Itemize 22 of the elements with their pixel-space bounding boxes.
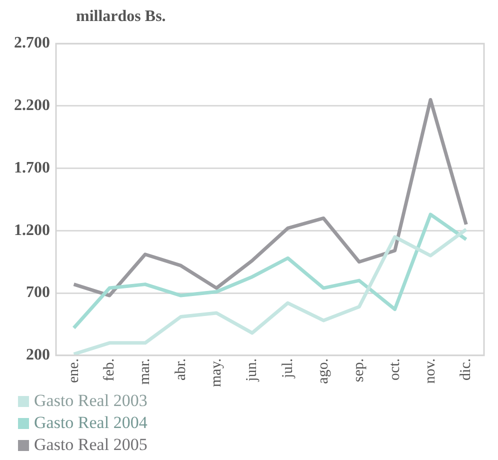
y-tick-label: 200 <box>26 346 50 364</box>
x-tick-label: ago. <box>315 358 332 384</box>
legend-label: Gasto Real 2004 <box>34 412 148 434</box>
x-tick-label: feb. <box>101 358 118 382</box>
x-tick-label: mar. <box>137 358 154 385</box>
legend-label: Gasto Real 2005 <box>34 434 148 456</box>
y-axis-title: millardos Bs. <box>75 8 167 27</box>
x-tick-label: abr. <box>172 358 189 380</box>
y-tick-label: 700 <box>26 284 50 302</box>
x-tick-label: ene. <box>66 358 82 383</box>
y-tick-label: 1.200 <box>14 222 50 239</box>
x-tick-label: sep. <box>351 358 368 382</box>
y-tick-label: 1.700 <box>14 159 50 176</box>
x-tick-label: may. <box>208 358 224 388</box>
y-tick-label: 2.700 <box>14 34 50 52</box>
legend-label: Gasto Real 2003 <box>34 390 148 412</box>
x-tick-label: oct. <box>386 358 403 380</box>
x-tick-label: jul. <box>280 358 296 379</box>
y-tick-label: 2.200 <box>14 97 50 114</box>
x-tick-label: jun. <box>244 358 260 382</box>
x-tick-label: nov. <box>422 358 438 384</box>
x-tick-label: dic. <box>458 358 474 380</box>
